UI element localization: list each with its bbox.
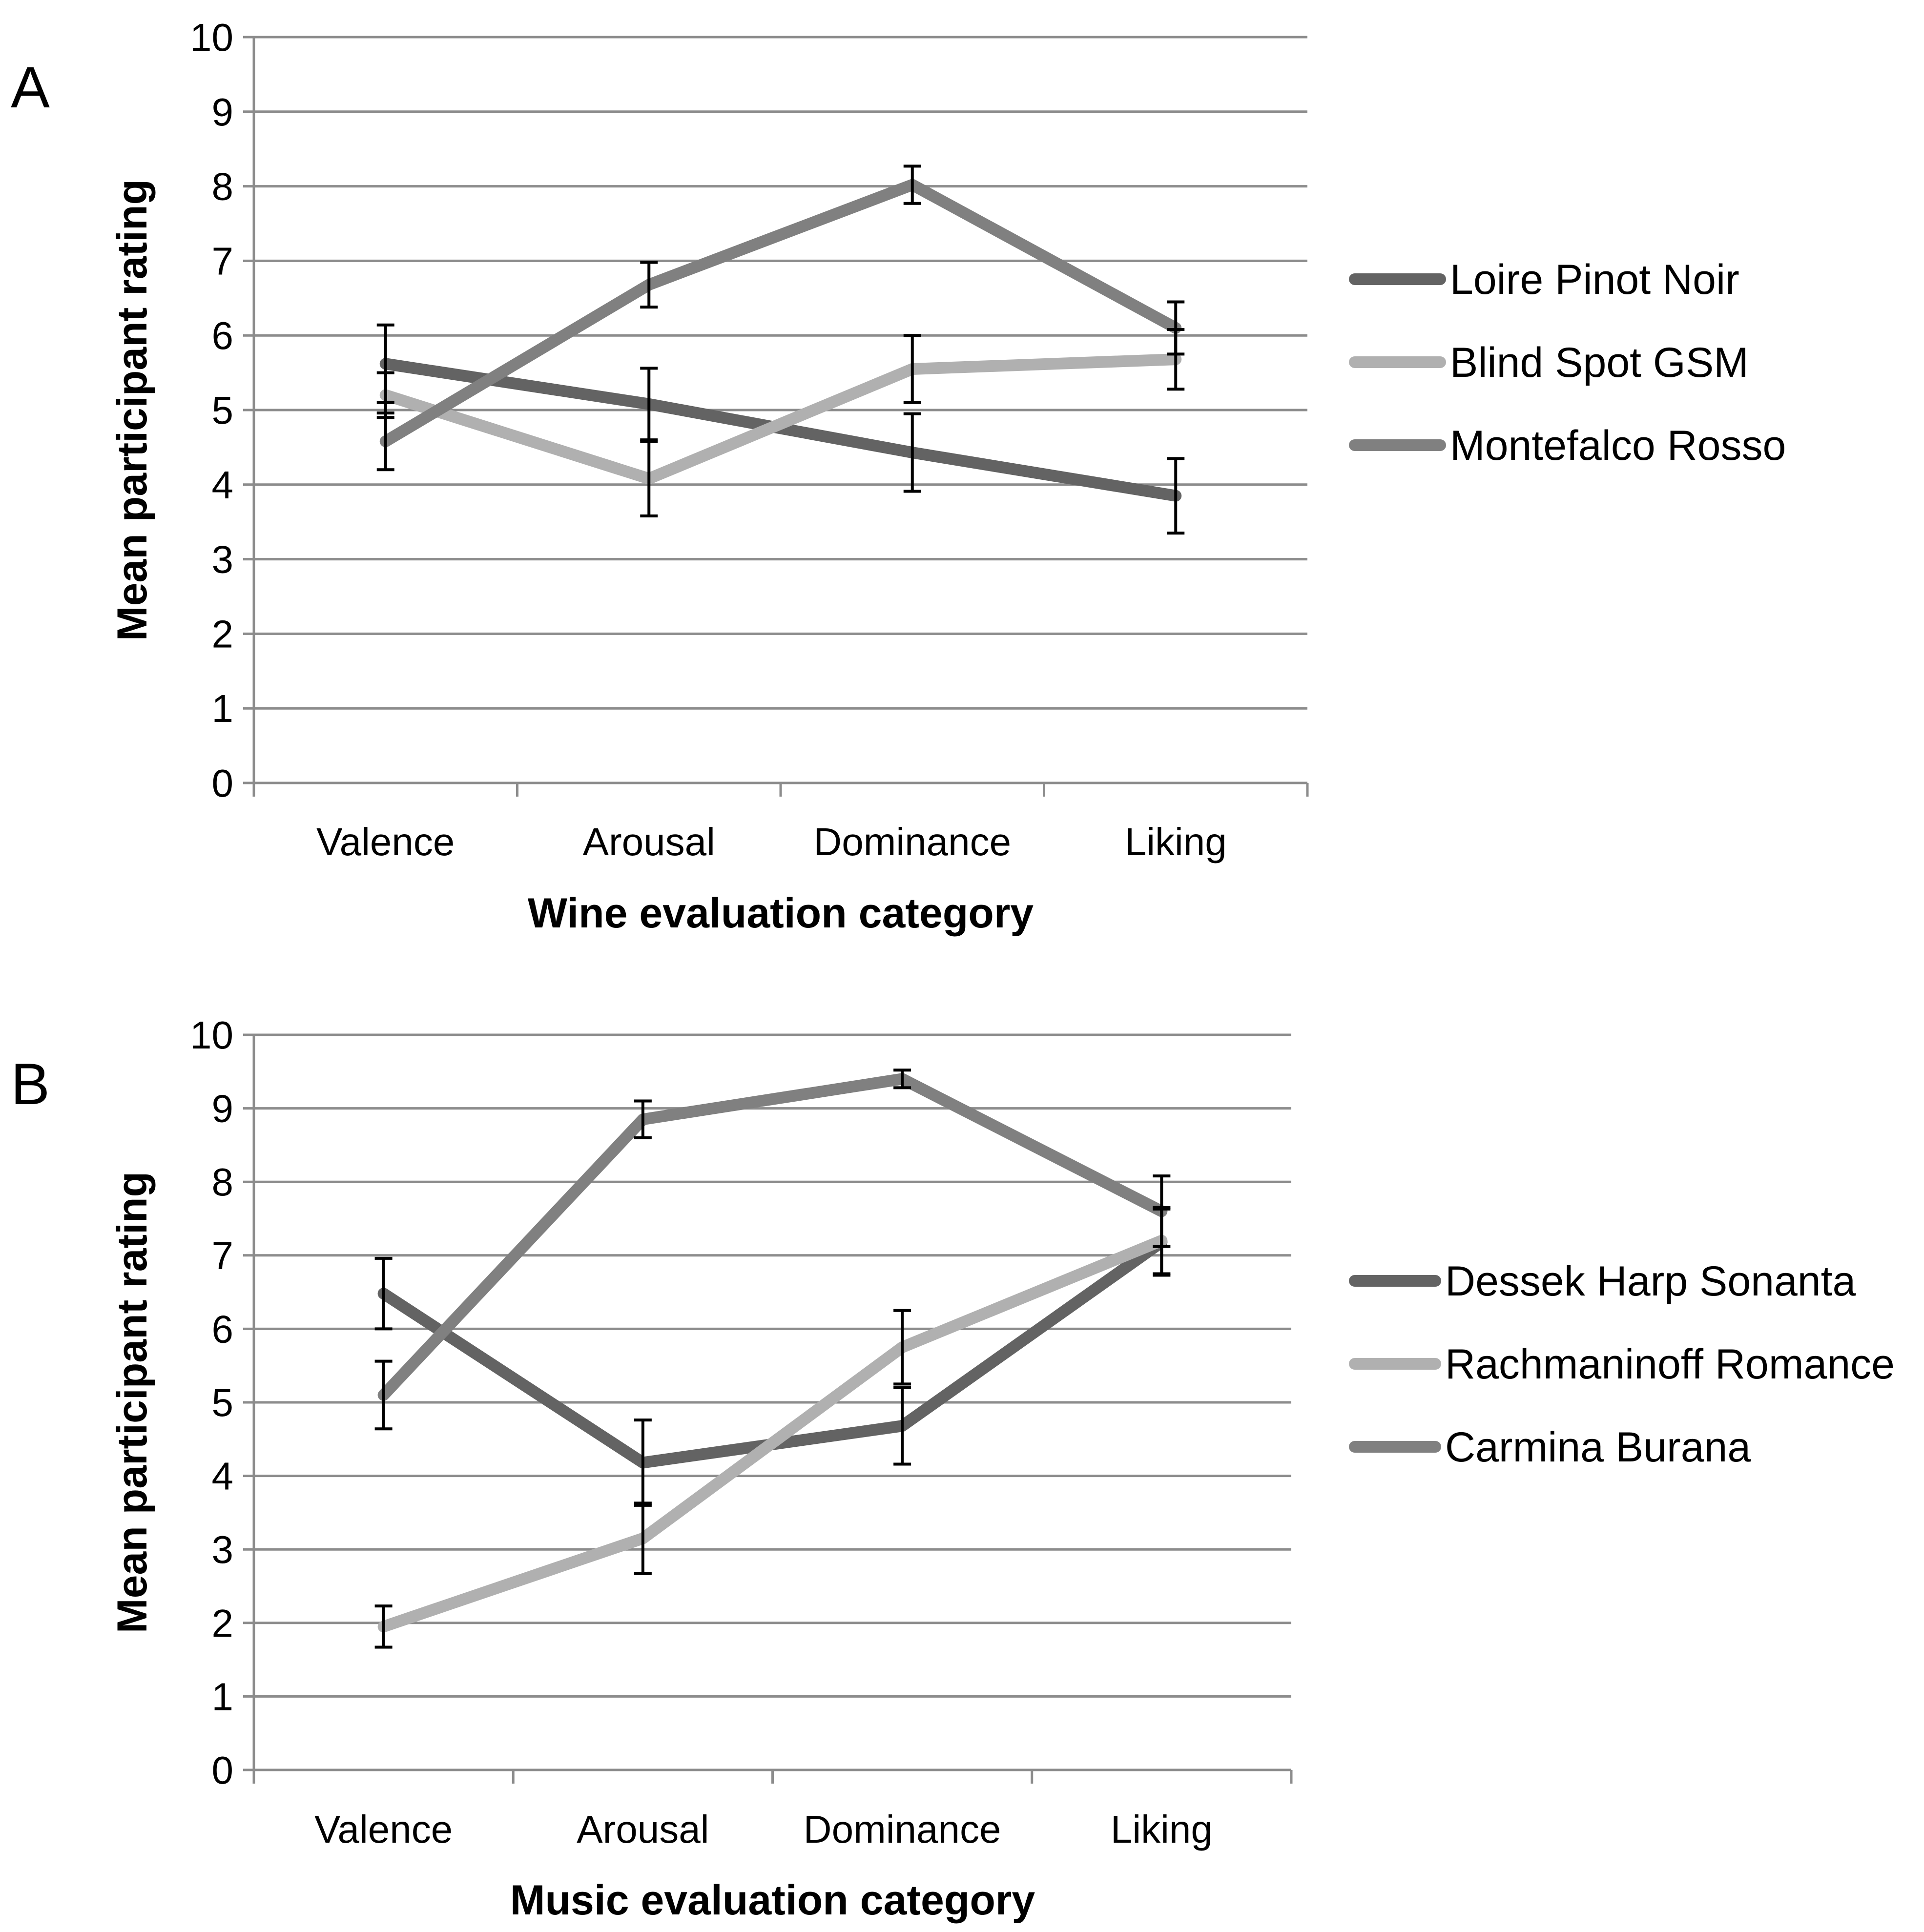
y-tick-label: 10 bbox=[190, 16, 233, 59]
x-tick-label: Valence bbox=[316, 820, 455, 863]
y-tick-label: 4 bbox=[212, 463, 234, 507]
error-bar bbox=[376, 411, 394, 472]
legend: Loire Pinot Noir Blind Spot GSM Montefalco… bbox=[1349, 256, 1786, 469]
y-tick-label: 1 bbox=[212, 687, 234, 730]
x-tick-label: Liking bbox=[1111, 1808, 1213, 1851]
x-tick-label: Valence bbox=[314, 1808, 453, 1851]
error-bar bbox=[1167, 457, 1185, 535]
error-bar bbox=[634, 1501, 652, 1575]
panel-letter: B bbox=[11, 1051, 50, 1117]
legend-label: Rachmaninoff Romance bbox=[1445, 1341, 1895, 1388]
error-bar bbox=[640, 440, 658, 517]
legend-label: Dessek Harp Sonanta bbox=[1445, 1258, 1856, 1305]
x-tick-label: Liking bbox=[1125, 820, 1227, 863]
series-line bbox=[379, 179, 1182, 448]
error-bar bbox=[1167, 300, 1185, 356]
y-tick-label: 3 bbox=[212, 1528, 234, 1571]
error-bar bbox=[903, 164, 921, 205]
error-bar bbox=[640, 367, 658, 442]
x-tick-label: Dominance bbox=[804, 1808, 1001, 1851]
x-axis-title: Music evaluation category bbox=[510, 1877, 1035, 1924]
panel-letter: A bbox=[11, 55, 50, 120]
legend: Dessek Harp Sonanta Rachmaninoff Romance C… bbox=[1349, 1258, 1895, 1471]
series-line bbox=[377, 1234, 1168, 1633]
error-bar bbox=[893, 1386, 911, 1466]
legend-label: Blind Spot GSM bbox=[1450, 339, 1749, 386]
error-bar bbox=[903, 412, 921, 493]
y-tick-label: 0 bbox=[212, 1748, 234, 1792]
y-axis-title: Mean participant rating bbox=[109, 179, 156, 641]
y-tick-label: 1 bbox=[212, 1675, 234, 1718]
series-line bbox=[379, 353, 1182, 485]
y-axis-title: Mean participant rating bbox=[109, 1172, 156, 1633]
y-tick-label: 8 bbox=[212, 165, 234, 208]
y-tick-label: 7 bbox=[212, 239, 234, 283]
panel-a: A 0 1 2 3 4 5 6 7 8 9 10 Valence Arousal Dominance Liki… bbox=[11, 16, 1786, 937]
y-tick-label: 5 bbox=[212, 1381, 234, 1424]
y-tick-label: 5 bbox=[212, 389, 234, 432]
x-axis-title: Wine evaluation category bbox=[528, 890, 1034, 937]
x-tick-label: Arousal bbox=[577, 1808, 709, 1851]
y-tick-label: 2 bbox=[212, 1602, 234, 1645]
error-bar bbox=[634, 1099, 652, 1139]
y-tick-label: 8 bbox=[212, 1160, 234, 1204]
error-bar bbox=[893, 1309, 911, 1386]
y-tick-label: 7 bbox=[212, 1234, 234, 1277]
legend-label: Loire Pinot Noir bbox=[1450, 256, 1739, 303]
y-tick-label: 6 bbox=[212, 1307, 234, 1351]
y-tick-label: 4 bbox=[212, 1455, 234, 1498]
error-bar bbox=[374, 1256, 393, 1331]
y-tick-label: 2 bbox=[212, 612, 234, 656]
x-tick-label: Dominance bbox=[813, 820, 1011, 863]
y-tick-label: 10 bbox=[190, 1013, 233, 1057]
y-tick-label: 0 bbox=[212, 761, 234, 805]
legend-label: Montefalco Rosso bbox=[1450, 422, 1786, 469]
error-bar bbox=[640, 261, 658, 309]
y-tick-label: 9 bbox=[212, 1087, 234, 1130]
panel-b: B 0 1 2 3 4 5 6 7 8 9 10 Valence Arousal Dominance Liki… bbox=[11, 1013, 1895, 1924]
x-tick-label: Arousal bbox=[583, 820, 715, 863]
error-bar bbox=[893, 1069, 911, 1089]
error-bar bbox=[374, 1359, 393, 1431]
error-bar bbox=[903, 334, 921, 404]
legend-label: Carmina Burana bbox=[1445, 1424, 1751, 1471]
series-line bbox=[377, 1073, 1168, 1401]
error-bar bbox=[1153, 1174, 1171, 1248]
y-tick-label: 6 bbox=[212, 314, 234, 357]
y-tick-label: 9 bbox=[212, 90, 234, 134]
y-tick-label: 3 bbox=[212, 538, 234, 581]
error-bar bbox=[374, 1604, 393, 1649]
